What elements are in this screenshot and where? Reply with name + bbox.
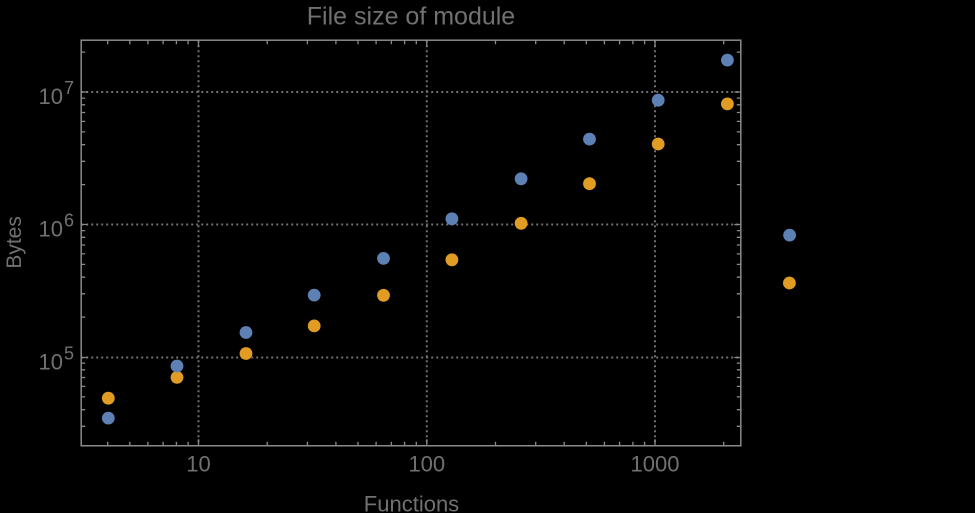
svg-text:10: 10 (186, 452, 210, 477)
svg-text:100: 100 (408, 452, 445, 477)
svg-text:5: 5 (64, 344, 74, 364)
svg-text:10: 10 (39, 84, 63, 109)
svg-text:File size of module: File size of module (307, 3, 515, 31)
svg-text:10: 10 (39, 217, 63, 242)
svg-text:Functions: Functions (364, 491, 459, 513)
svg-text:Bytes: Bytes (3, 216, 26, 269)
svg-text:1000: 1000 (631, 452, 680, 477)
svg-text:10: 10 (39, 350, 63, 375)
svg-text:7: 7 (64, 78, 74, 98)
svg-text:6: 6 (64, 211, 74, 231)
